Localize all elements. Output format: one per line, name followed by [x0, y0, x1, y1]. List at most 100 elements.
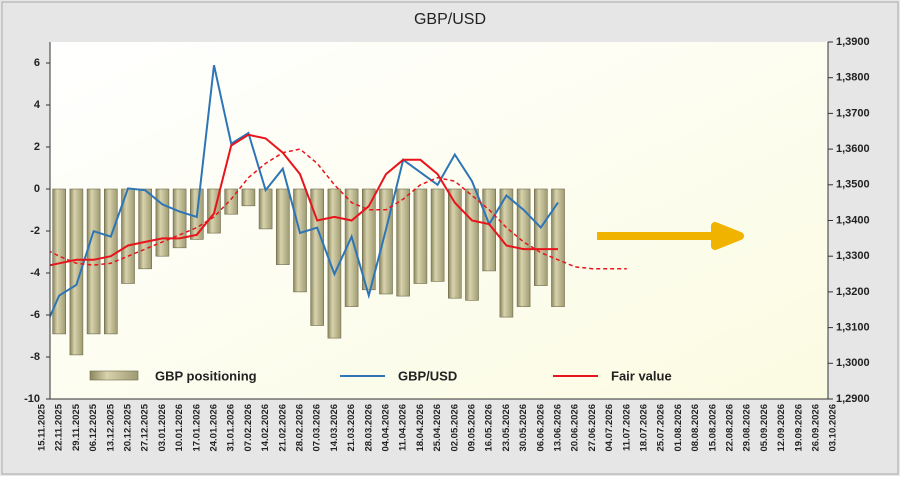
x-tick-label: 20.06.2026 — [570, 404, 581, 452]
x-tick-label: 29.11.2025 — [71, 403, 82, 451]
bar — [482, 188, 497, 272]
y-tick-label: 2 — [34, 141, 40, 153]
y2-tick-label: 1,3400 — [836, 214, 870, 226]
bar — [465, 188, 479, 301]
x-tick-label: 07.03.2026 — [312, 404, 323, 452]
x-tick-label: 03.10.2026 — [828, 404, 839, 452]
x-tick-label: 14.03.2026 — [329, 404, 340, 452]
y2-tick-label: 1,3700 — [836, 107, 870, 119]
bar — [533, 188, 548, 286]
bar — [379, 188, 393, 295]
x-tick-label: 06.12.2025 — [88, 403, 99, 451]
x-tick-label: 10.01.2026 — [174, 404, 185, 452]
x-tick-label: 21.02.2026 — [277, 404, 288, 452]
bar — [396, 188, 411, 297]
x-tick-label: 11.04.2026 — [398, 404, 409, 451]
x-tick-label: 22.08.2026 — [725, 404, 736, 452]
x-tick-label: 28.03.2026 — [363, 404, 374, 452]
x-tick-label: 01.08.2026 — [673, 404, 684, 452]
x-tick-label: 27.12.2025 — [140, 403, 151, 451]
x-tick-label: 08.08.2026 — [690, 404, 701, 452]
x-tick-label: 05.09.2026 — [759, 404, 770, 452]
bar — [551, 188, 565, 307]
y-tick-label: -4 — [30, 267, 41, 279]
y2-tick-label: 1,3200 — [836, 286, 870, 298]
x-tick-label: 14.02.2026 — [260, 404, 271, 452]
x-tick-label: 25.04.2026 — [432, 404, 443, 452]
x-tick-label: 29.08.2026 — [742, 404, 753, 452]
chart-title: GBP/USD — [414, 11, 486, 28]
bar — [293, 188, 307, 293]
bar — [275, 188, 290, 265]
x-tick-label: 23.05.2026 — [501, 404, 512, 452]
bar — [327, 188, 342, 339]
x-tick-label: 04.07.2026 — [604, 404, 615, 452]
plot-marks — [50, 64, 627, 356]
bar — [361, 188, 376, 291]
y-tick-label: -2 — [30, 225, 40, 237]
x-tick-label: 15.08.2026 — [707, 404, 718, 452]
x-tick-label: 21.03.2026 — [346, 404, 357, 452]
x-tick-label: 19.09.2026 — [793, 404, 804, 452]
x-tick-label: 07.02.2026 — [243, 404, 254, 452]
x-tick-label: 28.02.2026 — [295, 404, 306, 452]
line — [50, 133, 558, 267]
bar — [499, 188, 514, 318]
x-tick-label: 27.06.2026 — [587, 404, 598, 452]
x-tick-label: 03.01.2026 — [157, 404, 168, 452]
x-tick-label: 18.04.2026 — [415, 404, 426, 452]
y-tick-label: 4 — [34, 99, 41, 111]
legend-label: GBP positioning — [155, 368, 257, 383]
y2-tick-label: 1,3100 — [836, 322, 870, 334]
bar — [86, 188, 101, 335]
y-tick-label: -6 — [30, 309, 40, 321]
line — [50, 64, 559, 319]
x-tick-label: 04.04.2026 — [381, 404, 392, 452]
x-tick-label: 02.05.2026 — [449, 404, 460, 452]
x-tick-label: 13.06.2026 — [553, 404, 564, 452]
bar — [224, 188, 238, 215]
legend-swatch — [89, 370, 139, 381]
bar — [258, 188, 273, 230]
y-tick-label: -10 — [24, 393, 40, 405]
x-tick-label: 25.07.2026 — [656, 404, 667, 452]
x-tick-label: 18.07.2026 — [639, 404, 650, 452]
legend-label: GBP/USD — [398, 368, 457, 383]
x-tick-label: 15.11.2025 — [37, 403, 48, 451]
arrow — [597, 222, 744, 250]
bar — [241, 188, 256, 207]
y-tick-label: 0 — [34, 183, 40, 195]
bar — [310, 188, 325, 326]
x-tick-label: 20.12.2025 — [123, 403, 134, 451]
x-tick-label: 31.01.2026 — [226, 404, 237, 452]
x-tick-label: 22.11.2025 — [54, 403, 65, 451]
bar — [155, 188, 170, 257]
x-tick-label: 09.05.2026 — [467, 404, 478, 452]
x-tick-label: 17.01.2026 — [191, 404, 202, 452]
y2-tick-label: 1,3900 — [836, 36, 870, 48]
x-tick-label: 30.05.2026 — [518, 404, 529, 452]
x-tick-label: 13.12.2025 — [105, 403, 116, 451]
y2-tick-label: 1,3800 — [836, 72, 870, 84]
y2-tick-label: 1,3300 — [836, 250, 870, 262]
y2-tick-label: 1,3600 — [836, 143, 870, 155]
y-tick-label: -8 — [30, 351, 40, 363]
x-tick-label: 06.06.2026 — [535, 404, 546, 452]
y2-tick-label: 1,2900 — [836, 393, 870, 405]
bar — [69, 188, 84, 356]
y2-tick-label: 1,3500 — [836, 179, 870, 191]
x-tick-label: 24.01.2026 — [209, 404, 220, 452]
x-tick-label: 26.09.2026 — [811, 404, 822, 452]
bar — [413, 188, 428, 284]
y2-tick-label: 1,3000 — [836, 357, 870, 369]
bar — [447, 188, 462, 299]
x-tick-label: 11.07.2026 — [621, 404, 632, 451]
bar — [138, 188, 152, 270]
bar — [430, 188, 445, 282]
x-tick-label: 16.05.2026 — [484, 404, 495, 452]
legend-label: Fair value — [611, 368, 672, 383]
x-tick-label: 12.09.2026 — [776, 404, 787, 452]
y-tick-label: 6 — [34, 57, 40, 69]
